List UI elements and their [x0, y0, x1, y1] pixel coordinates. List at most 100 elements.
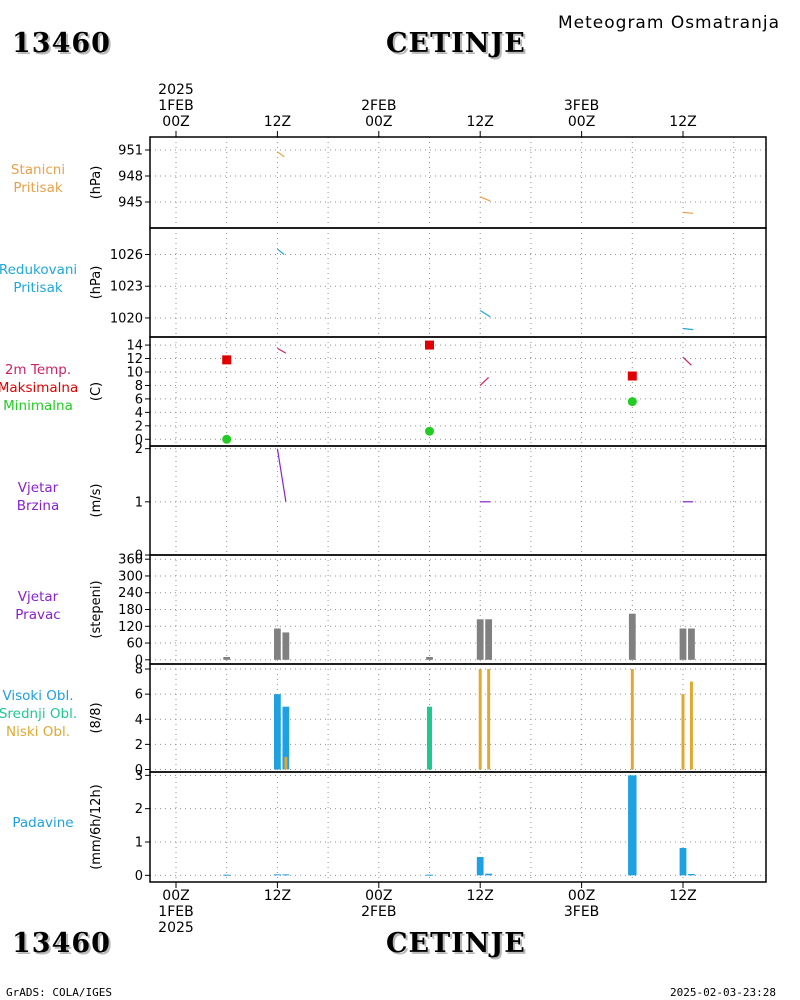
panel-label-precipitation: Padavine — [0, 814, 98, 832]
time-label: 12Z — [242, 114, 312, 130]
high-cloud-bar — [282, 706, 290, 770]
y-tick-label: 12 — [126, 352, 143, 367]
wind-dir-bar — [274, 628, 281, 660]
panel-label-line: Niski Obl. — [6, 724, 70, 740]
time-label-line: 2025 — [158, 920, 194, 936]
series-segment — [277, 347, 287, 354]
y-tick-label: 951 — [118, 144, 143, 159]
panel-clouds: 0 2 4 6 8 (8/8) — [89, 663, 767, 778]
time-label: 2025 1FEB 00Z — [141, 82, 211, 130]
y-axis-label: (hPa) — [89, 266, 104, 300]
low-cloud-bar — [630, 669, 634, 770]
panel-precipitation: 0 1 2 3 (mm/6h/12h) — [89, 769, 767, 884]
time-label-line: 00Z — [567, 888, 596, 904]
precip-bar — [679, 848, 687, 876]
low-cloud-bar — [487, 669, 491, 770]
panel-frame — [149, 663, 767, 773]
precip-bar — [426, 874, 433, 876]
y-tick-label: 2 — [135, 442, 143, 457]
precip-bar — [688, 874, 695, 876]
time-label-line: 12Z — [466, 114, 494, 130]
tmax-marker — [627, 371, 637, 381]
low-cloud-bar — [689, 681, 693, 770]
tmin-marker — [222, 434, 232, 444]
precip-bar — [485, 873, 493, 876]
series-segment — [682, 356, 692, 366]
y-tick-label: 1026 — [110, 248, 143, 263]
y-tick-label: 8 — [135, 379, 143, 394]
y-tick-label: 948 — [118, 170, 143, 185]
series-segment — [682, 327, 694, 331]
low-cloud-bar — [478, 669, 482, 770]
time-label-line: 00Z — [365, 888, 393, 904]
chart-type-title: Meteogram Osmatranja — [558, 13, 781, 33]
time-label-line: 1FEB — [158, 904, 194, 920]
time-label: 3FEB 00Z — [547, 98, 617, 130]
precip-bar — [628, 775, 637, 876]
time-label-line: 12Z — [669, 114, 697, 130]
panel-label-line: Srednji Obl. — [0, 706, 78, 722]
time-label: 2FEB 00Z — [344, 98, 414, 130]
time-label-line: 12Z — [466, 888, 494, 904]
panel-label-line: Visoki Obl. — [2, 688, 74, 704]
panel-label-line: Pritisak — [13, 179, 63, 196]
series-segment — [277, 248, 285, 255]
time-label-line: 00Z — [162, 114, 190, 130]
panel-wind_speed: 0 1 2 (m/s) — [89, 442, 767, 564]
panel-label-line: Pravac — [15, 606, 61, 623]
panel-label-line: Padavine — [12, 815, 74, 831]
panel-frame — [149, 445, 767, 556]
y-axis-label: (m/s) — [89, 484, 104, 518]
y-tick-label: 6 — [135, 392, 143, 407]
y-tick-label: 0 — [135, 653, 143, 668]
y-tick-label: 6 — [135, 688, 143, 703]
panel-label-line: 2m Temp. — [4, 361, 72, 378]
tmax-marker — [222, 355, 232, 365]
y-tick-label: 2 — [135, 802, 143, 817]
low-cloud-bar — [681, 694, 685, 770]
high-cloud-bar — [274, 694, 281, 770]
time-label-line: 2FEB — [361, 98, 397, 114]
y-tick-label: 1 — [135, 836, 143, 851]
panel-frame — [149, 136, 767, 229]
panel-label-wind_speed: Vjetar Brzina — [0, 479, 93, 515]
y-tick-label: 1020 — [110, 311, 143, 326]
y-tick-label: 10 — [126, 365, 143, 380]
y-axis-label: (mm/6h/12h) — [89, 784, 104, 870]
y-tick-label: 3 — [135, 769, 143, 784]
y-tick-label: 120 — [118, 620, 143, 635]
panel-label-wind_direction: Vjetar Pravac — [0, 588, 93, 624]
precip-bar — [274, 874, 281, 876]
time-label-line: 00Z — [162, 888, 190, 904]
panel-label-line: Vjetar — [17, 588, 59, 605]
panel-label-line: Pritisak — [13, 279, 63, 296]
y-tick-label: 60 — [126, 637, 143, 652]
series-segment — [276, 448, 287, 502]
y-tick-label: 0 — [135, 869, 143, 884]
panel-reduced_pressure: 1020 1023 1026 (hPa) — [89, 227, 767, 338]
y-tick-label: 0 — [135, 763, 143, 778]
time-label-line: 1FEB — [158, 98, 194, 114]
precip-bar — [282, 874, 290, 876]
tmin-marker — [425, 426, 434, 436]
wind-dir-bar — [688, 628, 695, 660]
time-label: 12Z — [242, 888, 312, 904]
y-tick-label: 180 — [118, 603, 143, 618]
time-label: 00Z 1FEB 2025 — [141, 888, 211, 936]
panel-frame — [149, 554, 767, 665]
tmin-marker — [627, 397, 637, 407]
panel-station_pressure: 945 948 951 (hPa) — [89, 136, 767, 229]
time-label: 12Z — [445, 114, 515, 130]
station-id-bottom: 13460 — [12, 928, 111, 959]
y-tick-label: 360 — [118, 553, 143, 568]
y-tick-label: 4 — [135, 713, 143, 728]
y-axis-label: (8/8) — [89, 702, 104, 733]
time-label-line: 00Z — [567, 114, 596, 130]
y-tick-label: 0 — [135, 433, 143, 448]
wind-dir-bar — [679, 628, 687, 660]
panel-frame — [149, 336, 767, 447]
time-label: 12Z — [445, 888, 515, 904]
station-name-bottom: CETINJE — [386, 928, 526, 959]
